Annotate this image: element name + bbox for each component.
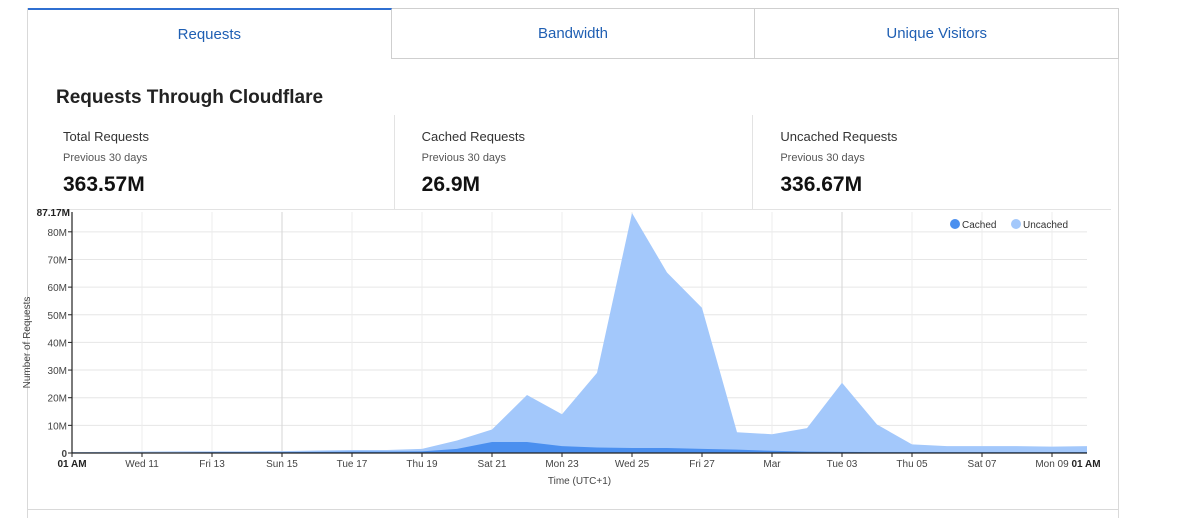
x-tick-label: Fri 13 bbox=[199, 459, 225, 470]
x-tick-label: Wed 25 bbox=[615, 459, 650, 470]
x-tick-label: 01 AM bbox=[57, 459, 86, 470]
stat-period: Previous 30 days bbox=[421, 152, 507, 164]
x-tick-label: Tue 03 bbox=[827, 459, 858, 470]
legend-label-uncached: Uncached bbox=[1023, 220, 1068, 231]
x-tick-label: Thu 05 bbox=[896, 459, 928, 470]
section-title: Requests Through Cloudflare bbox=[56, 87, 324, 108]
y-tick-label: 40M bbox=[48, 338, 67, 349]
stat-period: Previous 30 days bbox=[63, 152, 148, 164]
series-area-uncached bbox=[72, 213, 1087, 453]
stat-label: Cached Requests bbox=[421, 129, 526, 144]
x-tick-label: Mon 09 bbox=[1035, 459, 1069, 470]
series-area-cached bbox=[72, 441, 1087, 453]
x-tick-label: Sun 15 bbox=[266, 459, 298, 470]
y-tick-label: 20M bbox=[48, 394, 67, 405]
x-tick-label: Tue 17 bbox=[337, 459, 368, 470]
x-tick-label: Sat 07 bbox=[968, 459, 997, 470]
legend-swatch-cached bbox=[950, 219, 960, 229]
y-tick-label: 80M bbox=[48, 228, 67, 239]
stat-value: 26.9M bbox=[421, 173, 481, 196]
x-tick-label: Thu 19 bbox=[406, 459, 438, 470]
stat-label: Uncached Requests bbox=[780, 129, 898, 144]
stat-value: 363.57M bbox=[63, 173, 145, 196]
legend-swatch-uncached bbox=[1011, 219, 1021, 229]
tab-requests[interactable]: Requests bbox=[28, 8, 392, 59]
x-axis-title: Time (UTC+1) bbox=[548, 476, 611, 487]
y-tick-label: 30M bbox=[48, 366, 67, 377]
y-tick-label: 0 bbox=[61, 449, 67, 460]
x-tick-label: Fri 27 bbox=[689, 459, 715, 470]
y-max-label: 87.17M bbox=[37, 208, 70, 219]
y-tick-label: 50M bbox=[48, 311, 67, 322]
stats-row: Total Requests Previous 30 days 363.57M … bbox=[36, 115, 1111, 210]
panel-bottom-border bbox=[27, 509, 1119, 510]
x-tick-label: Wed 11 bbox=[125, 459, 159, 470]
stat-uncached-requests: Uncached Requests Previous 30 days 336.6… bbox=[753, 115, 1111, 209]
x-tick-label: Mar bbox=[763, 459, 781, 470]
stat-label: Total Requests bbox=[63, 129, 149, 144]
stat-value: 336.67M bbox=[780, 173, 863, 196]
stat-cached-requests: Cached Requests Previous 30 days 26.9M bbox=[395, 115, 754, 209]
y-axis-title: Number of Requests bbox=[22, 297, 33, 389]
tab-bandwidth[interactable]: Bandwidth bbox=[391, 8, 756, 59]
x-tick-label: Mon 23 bbox=[545, 459, 579, 470]
legend-label-cached: Cached bbox=[962, 220, 996, 231]
x-tick-label: Sat 21 bbox=[478, 459, 507, 470]
stat-period: Previous 30 days bbox=[780, 152, 865, 164]
tab-unique-visitors[interactable]: Unique Visitors bbox=[755, 8, 1120, 59]
y-tick-label: 10M bbox=[48, 421, 67, 432]
stat-total-requests: Total Requests Previous 30 days 363.57M bbox=[36, 115, 395, 209]
x-tick-label-end: 01 AM bbox=[1071, 459, 1100, 470]
tab-bar: Requests Bandwidth Unique Visitors bbox=[28, 8, 1120, 59]
y-tick-label: 60M bbox=[48, 283, 67, 294]
y-tick-label: 70M bbox=[48, 255, 67, 266]
